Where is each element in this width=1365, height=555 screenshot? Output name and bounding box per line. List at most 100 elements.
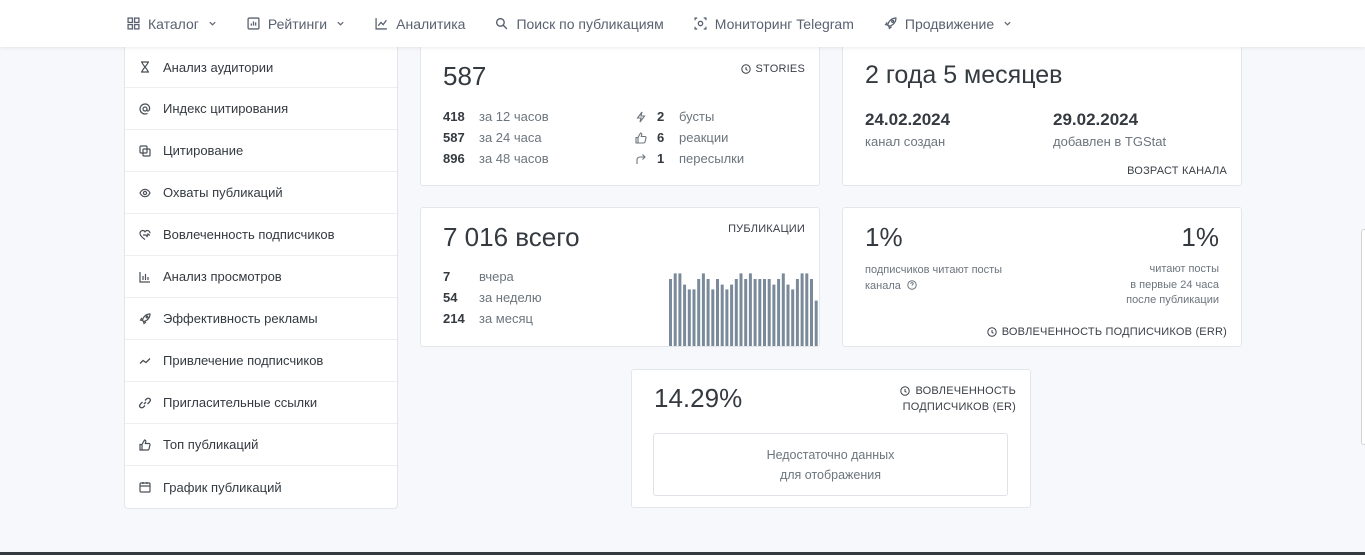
sparkline-bar [687, 289, 691, 346]
nav-analytics[interactable]: Аналитика [375, 16, 465, 32]
sidebar-item-views[interactable]: Анализ просмотров [125, 256, 397, 298]
stat-number: 896 [443, 151, 465, 166]
stories-stats: 418 за 12 часов 587 за 24 часа 896 за 48 ча… [443, 106, 549, 169]
stories-reactions: 2 бусты 6 реакции 1 пересылки [635, 106, 744, 169]
rocket-icon [139, 312, 151, 325]
sparkline-bar [669, 279, 672, 346]
stat-row: 54 за неделю [443, 287, 542, 308]
sparkline-bar [748, 273, 752, 346]
sidebar-item-citation-index[interactable]: Индекс цитирования [125, 88, 397, 130]
sidebar-item-label: Привлечение подписчиков [163, 353, 324, 368]
err-right-value: 1% [1181, 222, 1219, 252]
scrollbar-handle[interactable] [1361, 229, 1365, 445]
err-caption[interactable]: ВОВЛЕЧЕННОСТЬ ПОДПИСЧИКОВ (ERR) [987, 326, 1227, 338]
sidebar-item-schedule[interactable]: График публикаций [125, 466, 397, 508]
sparkline-bar [753, 279, 757, 346]
copy-icon [139, 144, 151, 157]
added-label: добавлен в TGStat [1053, 134, 1167, 149]
sparkline-bar [758, 279, 762, 346]
no-data-box: Недостаточно данных для отображения [653, 433, 1008, 496]
stat-row: 7 вчера [443, 266, 542, 287]
er-caption[interactable]: ВОВЛЕЧЕННОСТЬ ПОДПИСЧИКОВ (ER) [900, 383, 1016, 415]
sidebar-item-label: Пригласительные ссылки [163, 395, 318, 410]
er-card: 14.29% ВОВЛЕЧЕННОСТЬ ПОДПИСЧИКОВ (ER) Не… [631, 369, 1031, 508]
stat-label: бусты [679, 109, 715, 124]
help-icon [987, 327, 997, 337]
sparkline-bar [678, 273, 682, 346]
err-right-label-line: читают посты [1149, 263, 1219, 275]
sidebar-item-label: Анализ аудитории [163, 59, 274, 75]
help-icon[interactable] [907, 280, 917, 290]
nav-monitoring[interactable]: Мониторинг Telegram [694, 16, 854, 32]
sparkline-bar [763, 279, 766, 346]
stat-number: 54 [443, 290, 458, 305]
link-icon [139, 397, 151, 409]
stat-label: за месяц [479, 311, 533, 326]
sparkline-bar [772, 284, 776, 346]
stat-row: 6 реакции [635, 127, 744, 148]
sidebar-item-invite-links[interactable]: Пригласительные ссылки [125, 382, 397, 424]
share-icon [635, 153, 647, 165]
no-data-text: Недостаточно данных [766, 447, 895, 462]
sidebar-item-label: Вовлеченность подписчиков [163, 227, 335, 242]
trend-icon [139, 355, 151, 367]
nav-promotion[interactable]: Продвижение [884, 16, 1012, 32]
grid-icon [127, 17, 140, 30]
sidebar-item-growth[interactable]: Привлечение подписчиков [125, 340, 397, 382]
footer-divider [0, 552, 1365, 555]
sidebar: Анализ аудитории Индекс цитирования Цити… [124, 47, 398, 509]
stat-row: 896 за 48 часов [443, 148, 549, 169]
channel-age-caption: ВОЗРАСТ КАНАЛА [1127, 165, 1227, 177]
publications-stats: 7 вчера 54 за неделю 214 за месяц [443, 266, 542, 329]
err-left-label-text: подписчиков читают посты канала [865, 264, 1003, 292]
created-date: 24.02.2024 [865, 110, 951, 129]
sparkline-bar [810, 279, 813, 346]
sparkline-bar [734, 279, 738, 346]
sidebar-item-label: Индекс цитирования [163, 101, 289, 116]
stories-card: 587 STORIES 418 за 12 часов 587 за 24 часа… [420, 44, 820, 186]
help-icon [740, 64, 751, 74]
stories-caption[interactable]: STORIES [740, 63, 806, 75]
sidebar-item-audience[interactable]: Анализ аудитории [125, 47, 397, 88]
stat-row: 418 за 12 часов [443, 106, 549, 127]
sidebar-item-reach[interactable]: Охваты публикаций [125, 172, 397, 214]
sparkline-bar [716, 279, 719, 346]
rocket-icon [884, 17, 897, 30]
sparkline-bar [701, 273, 705, 346]
nav-monitoring-label: Мониторинг Telegram [714, 15, 854, 32]
at-icon [139, 102, 151, 115]
stat-label: вчера [479, 269, 514, 284]
err-card: 1% подписчиков читают посты канала 1% чи… [842, 207, 1242, 347]
chevron-down-icon [208, 19, 217, 28]
err-right-label-line: в первые 24 часа [1130, 278, 1219, 291]
nav-search[interactable]: Поиск по публикациям [495, 16, 664, 32]
help-icon [900, 386, 911, 396]
nav-promotion-label: Продвижение [904, 15, 995, 32]
sidebar-item-top-posts[interactable]: Топ публикаций [125, 424, 397, 466]
sparkline-bar [814, 300, 818, 346]
sidebar-item-engagement[interactable]: Вовлеченность подписчиков [125, 214, 397, 256]
hourglass-icon [139, 61, 151, 73]
chart-line-icon [375, 17, 388, 30]
stat-label: реакции [679, 130, 729, 145]
stat-label: за 24 часа [479, 130, 542, 145]
sidebar-item-label: Цитирование [163, 143, 244, 158]
search-icon [495, 17, 508, 30]
nav-catalog[interactable]: Каталог [127, 16, 217, 32]
top-nav: Каталог Рейтинги Аналитика Поиск по публ… [0, 0, 1365, 47]
chevron-down-icon [336, 19, 345, 28]
publications-caption: ПУБЛИКАЦИИ [728, 223, 805, 235]
sparkline-bar [800, 273, 804, 346]
monitor-icon [694, 17, 707, 30]
nav-ratings[interactable]: Рейтинги [247, 16, 345, 32]
sidebar-item-citation[interactable]: Цитирование [125, 130, 397, 172]
bolt-icon [635, 111, 647, 123]
thumbs-up-icon [139, 438, 151, 451]
err-left-label: подписчиков читают посты канала [865, 262, 1025, 294]
err-left-value: 1% [865, 222, 903, 252]
publications-value: 7 016 всего [443, 222, 580, 252]
created-label: канал создан [865, 134, 946, 149]
sidebar-item-ads[interactable]: Эффективность рекламы [125, 298, 397, 340]
stat-number: 7 [443, 269, 451, 284]
sparkline-bar [720, 284, 724, 346]
